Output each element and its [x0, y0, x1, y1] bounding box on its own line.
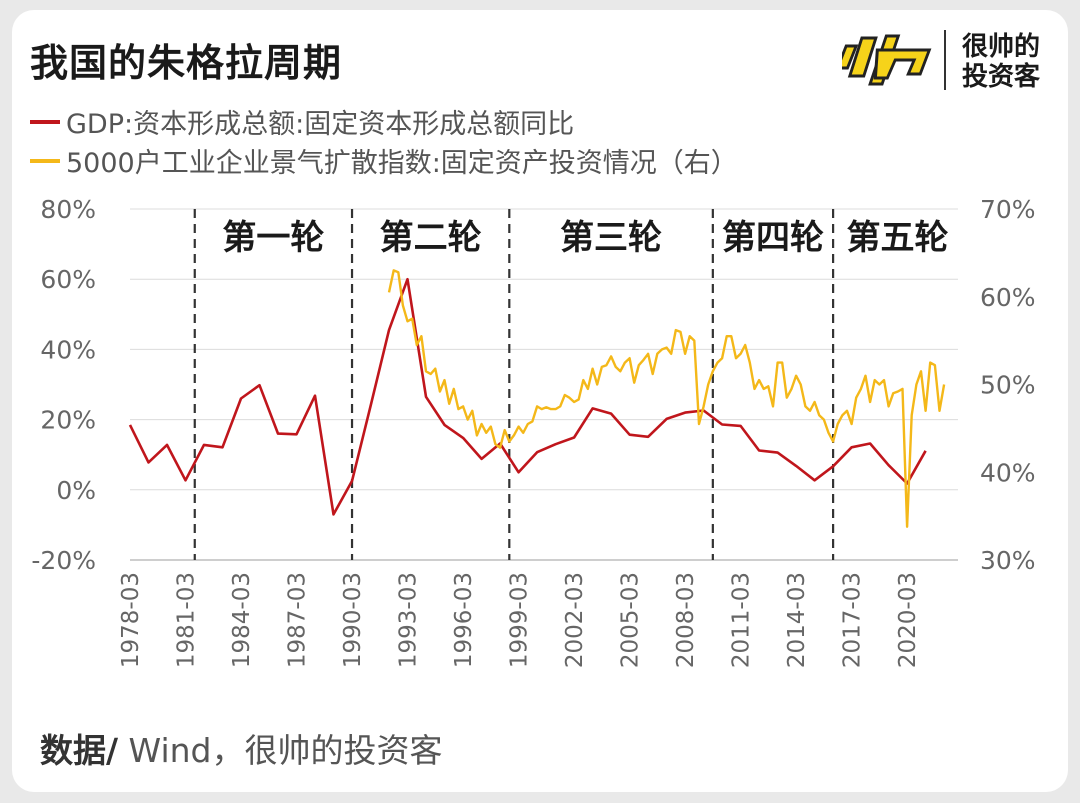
series-line-index [387, 269, 946, 528]
x-tick-label: 1993-03 [396, 572, 422, 668]
y-right-tick-label: 60% [980, 283, 1036, 312]
source-text: Wind，很帅的投资客 [118, 731, 443, 770]
y-left-tick-label: 80% [40, 195, 96, 224]
x-tick-label: 2011-03 [729, 572, 755, 668]
cycle-label: 第四轮 [722, 218, 824, 258]
x-tick-label: 1978-03 [118, 572, 144, 668]
cycle-label: 第二轮 [380, 218, 482, 258]
cycle-label: 第五轮 [847, 218, 949, 258]
brand-name: 很帅的 投资客 [962, 32, 1040, 92]
brand-line1: 很帅的 [962, 32, 1041, 62]
x-tick-label: 2005-03 [618, 572, 644, 668]
brand-divider [944, 30, 946, 90]
data-source: 数据/ Wind，很帅的投资客 [40, 724, 443, 772]
x-tick-label: 1999-03 [507, 572, 533, 668]
chart-title: 我国的朱格拉周期 [30, 41, 343, 85]
x-tick-label: 1984-03 [229, 572, 255, 668]
cycle-label: 第三轮 [560, 218, 662, 258]
x-tick-label: 1987-03 [285, 572, 311, 668]
y-right-tick-label: 30% [980, 546, 1036, 575]
legend-gdp: GDP:资本形成总额:固定资本形成总额同比 [30, 102, 574, 141]
y-left-tick-label: 20% [40, 406, 96, 435]
y-right-tick-label: 40% [980, 458, 1036, 487]
x-tick-label: 2017-03 [840, 572, 866, 668]
legend-label-gdp: GDP:资本形成总额:固定资本形成总额同比 [66, 109, 575, 140]
y-left-tick-label: 60% [40, 265, 96, 294]
y-left-tick-label: -20% [31, 546, 96, 575]
brand-line2: 投资客 [962, 62, 1041, 92]
x-tick-label: 1981-03 [174, 572, 200, 668]
chart-card [12, 10, 1068, 792]
x-tick-label: 1990-03 [340, 572, 366, 668]
x-tick-label: 2008-03 [673, 572, 699, 668]
source-prefix: 数据/ [40, 731, 119, 770]
x-tick-label: 2002-03 [562, 572, 588, 668]
cycle-label: 第一轮 [222, 218, 324, 258]
legend-label-index: 5000户工业企业景气扩散指数:固定资产投资情况（右） [66, 148, 738, 179]
y-left-tick-label: 0% [56, 476, 96, 505]
series-line-gdp [128, 277, 927, 516]
legend-swatch-gdp [30, 119, 60, 124]
y-right-tick-label: 70% [980, 195, 1036, 224]
x-tick-label: 1996-03 [451, 572, 477, 668]
brand-logo-icon [842, 34, 932, 86]
x-tick-label: 2014-03 [784, 572, 810, 668]
y-left-tick-label: 40% [40, 335, 96, 364]
y-right-tick-label: 50% [980, 371, 1036, 400]
legend-index: 5000户工业企业景气扩散指数:固定资产投资情况（右） [30, 141, 738, 180]
x-tick-label: 2020-03 [895, 572, 921, 668]
legend-swatch-index [30, 158, 60, 163]
